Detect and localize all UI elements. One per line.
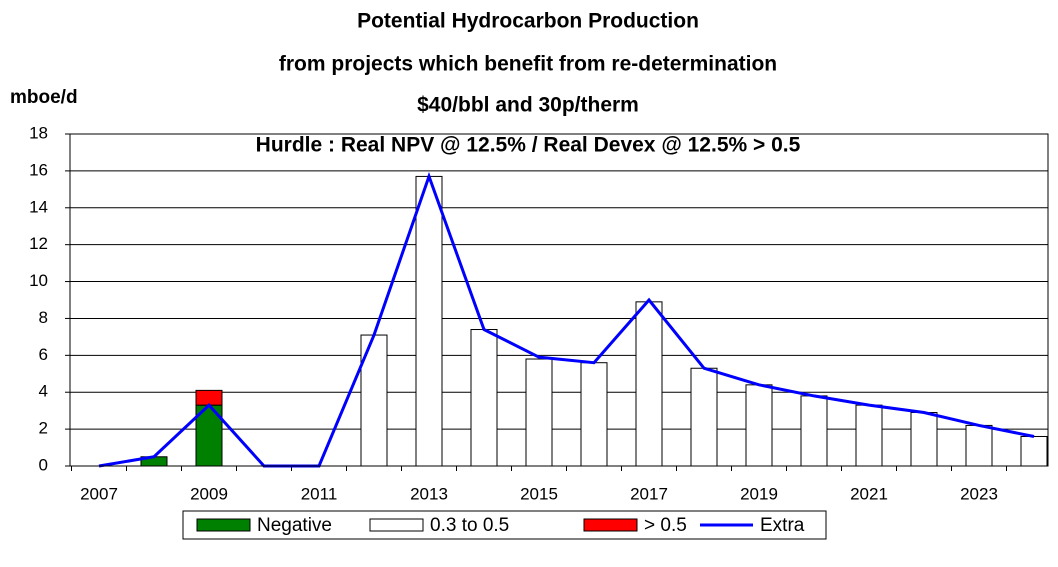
bar [580, 362, 608, 467]
chart-subtitle: from projects which benefit from re-dete… [279, 53, 777, 76]
bar [910, 412, 938, 467]
plot-area [69, 133, 1049, 467]
bar [470, 329, 498, 467]
chart-title: Potential Hydrocarbon Production [357, 10, 699, 33]
legend-label: Negative [257, 515, 332, 536]
bar [415, 175, 443, 467]
legend-swatch [583, 518, 638, 532]
legend-label: > 0.5 [644, 515, 687, 536]
y-tick-label: 2 [39, 419, 48, 438]
y-tick-label: 8 [39, 308, 48, 327]
x-tick-label: 2019 [740, 484, 778, 503]
bar [195, 389, 223, 406]
x-tick-label: 2011 [301, 484, 338, 503]
bar [690, 367, 718, 467]
x-tick-label: 2015 [520, 484, 558, 503]
bar [1020, 435, 1048, 467]
bar [965, 424, 993, 467]
bar [745, 384, 773, 467]
legend-swatch [196, 518, 251, 532]
x-tick-label: 2009 [190, 484, 228, 503]
x-tick-label: 2021 [850, 484, 888, 503]
y-tick-label: 4 [39, 382, 48, 401]
y-tick-label: 18 [29, 123, 48, 142]
y-tick-label: 0 [39, 455, 48, 474]
legend-swatch [369, 518, 424, 532]
annotation: Hurdle : Real NPV @ 12.5% / Real Devex @… [256, 134, 801, 157]
legend-label: Extra [760, 515, 805, 536]
y-tick-label: 10 [29, 271, 48, 290]
legend-label: 0.3 to 0.5 [430, 515, 509, 536]
x-tick-label: 2013 [410, 484, 448, 503]
y-tick-label: 6 [39, 345, 48, 364]
y-axis-label: mboe/d [10, 87, 78, 108]
chart-subtitle: $40/bbl and 30p/therm [417, 94, 639, 117]
x-tick-label: 2023 [960, 484, 998, 503]
y-tick-label: 16 [29, 160, 48, 179]
bar [635, 301, 663, 467]
y-tick-label: 12 [29, 234, 48, 253]
bar [525, 358, 553, 467]
y-tick-label: 14 [29, 197, 48, 216]
line [98, 171, 1035, 468]
bar [800, 395, 828, 467]
x-tick-label: 2007 [80, 484, 118, 503]
x-tick-label: 2017 [630, 484, 668, 503]
bar [855, 404, 883, 467]
